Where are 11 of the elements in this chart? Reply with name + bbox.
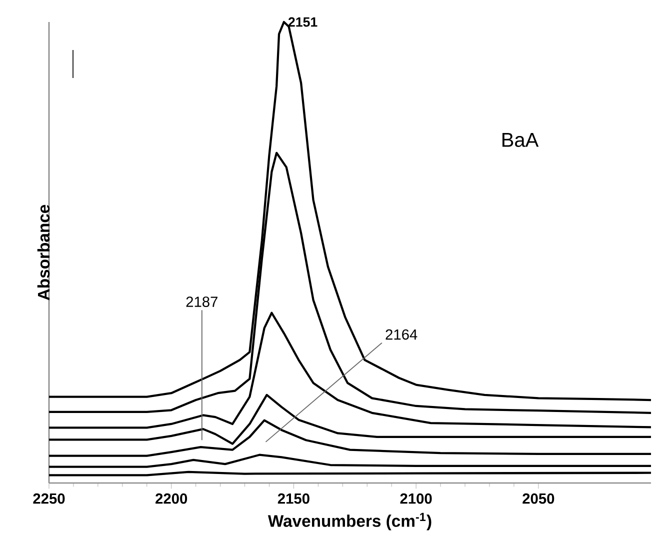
y-axis-title: Absorbance — [37, 204, 50, 300]
annotation: BaA — [502, 133, 539, 147]
x-tick-label: 2250 — [33, 493, 65, 504]
annotation: 2164 — [386, 329, 418, 340]
x-axis-title: Wavenumbers (cm$^{-1}$) — [268, 512, 432, 530]
annotation: 2187 — [186, 296, 218, 307]
annotation: 2151 — [288, 17, 318, 27]
x-tick-label: 2100 — [400, 493, 432, 504]
x-tick-label: 2050 — [522, 493, 554, 504]
x-tick-label: 2150 — [278, 493, 310, 504]
x-tick-label: 2200 — [156, 493, 188, 504]
